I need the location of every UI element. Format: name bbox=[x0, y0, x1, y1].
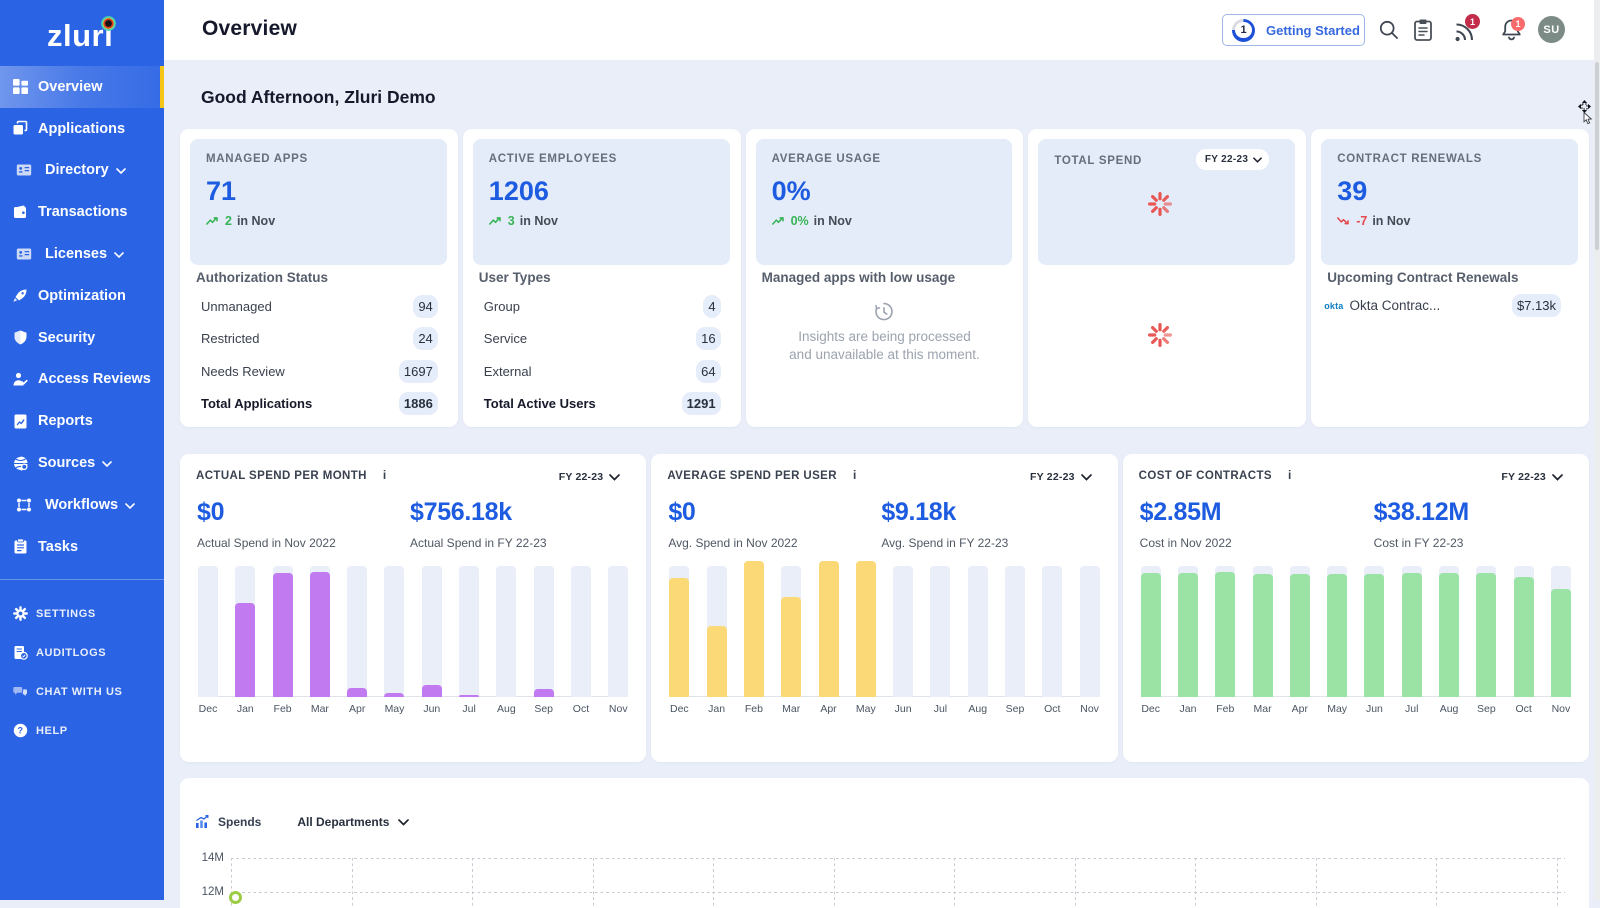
svg-text:?: ? bbox=[17, 726, 23, 736]
